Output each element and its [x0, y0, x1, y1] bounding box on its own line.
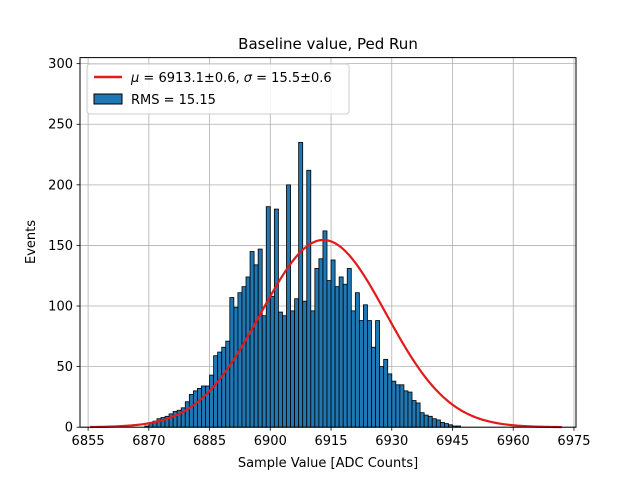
histogram-bar: [371, 346, 376, 428]
histogram-bar: [294, 298, 300, 428]
histogram-bar: [282, 315, 287, 428]
x-tick-label: 6945: [436, 434, 469, 449]
histogram-bar: [435, 419, 441, 428]
legend-mu-value: = 6913.1±0.6,: [139, 71, 243, 86]
histogram-bar: [273, 208, 279, 428]
y-axis-label: Events: [24, 220, 39, 264]
y-tick-label: 300: [48, 57, 73, 72]
histogram-bar: [399, 384, 405, 428]
histogram-bar: [188, 394, 194, 428]
y-tick-label: 250: [48, 118, 73, 133]
x-axis-label: Sample Value [ADC Counts]: [238, 456, 418, 471]
histogram-bar: [342, 283, 348, 428]
histogram-bar: [221, 346, 227, 428]
histogram-bar: [318, 258, 324, 428]
y-tick-label: 50: [56, 360, 73, 375]
histogram-bar: [245, 276, 251, 428]
histogram-bar: [257, 248, 263, 428]
legend-sigma-symbol: σ: [244, 71, 253, 86]
histogram-bar: [172, 411, 178, 428]
histogram-bar: [249, 251, 255, 428]
legend: μ = 6913.1±0.6, σ = 15.5±0.6 RMS = 15.15: [86, 63, 350, 115]
legend-sigma-value: = 15.5±0.6: [252, 71, 332, 86]
plot-frame: [79, 57, 577, 428]
x-tick-label: 6960: [497, 434, 530, 449]
histogram-bar: [354, 292, 360, 428]
histogram-bar: [383, 358, 389, 428]
histogram-bar: [286, 184, 291, 428]
histogram-bar: [213, 355, 219, 428]
histogram-bar: [326, 280, 332, 428]
histogram-bar: [367, 320, 372, 428]
histogram-bar: [411, 400, 417, 428]
histogram-bar: [265, 206, 271, 428]
histogram-bar: [431, 418, 437, 428]
histogram-bar: [241, 286, 247, 428]
y-axis-ticks: 0 50 100 150 200 250 300: [48, 57, 80, 436]
histogram-bar: [209, 374, 215, 428]
histogram-bar: [427, 415, 433, 428]
histogram-bar: [269, 295, 275, 428]
histogram-bar: [277, 311, 283, 428]
histogram-bar: [192, 390, 198, 428]
histogram-bar: [217, 351, 223, 428]
histogram-bar: [233, 306, 239, 428]
histogram-bar: [338, 276, 344, 428]
x-tick-label: 6900: [254, 434, 287, 449]
y-tick-label: 100: [48, 300, 73, 315]
chart-title: Baseline value, Ped Run: [238, 35, 418, 53]
histogram-bar: [403, 390, 409, 428]
histogram-bar: [391, 380, 397, 428]
x-tick-label: 6870: [132, 434, 165, 449]
histogram-bar: [444, 423, 449, 428]
histogram-bar: [363, 304, 368, 428]
x-tick-label: 6855: [72, 434, 105, 449]
histogram-bar: [407, 391, 413, 428]
histogram-bar: [379, 366, 385, 428]
histogram-bar: [395, 384, 401, 428]
legend-fit-label: μ = 6913.1±0.6, σ = 15.5±0.6: [130, 71, 332, 86]
histogram-bar: [415, 402, 421, 428]
histogram-bar: [253, 264, 259, 428]
histogram-bar: [375, 320, 381, 428]
histogram-bar: [358, 320, 364, 428]
histogram-bar: [322, 230, 328, 428]
y-tick-label: 150: [48, 239, 73, 254]
histogram-bar: [184, 401, 190, 428]
x-axis-ticks: 6855 6870 6885 6900 6915 6930 6945 6960 6975: [72, 427, 591, 449]
histogram-bar: [197, 388, 202, 428]
histogram-bar: [387, 373, 393, 428]
histogram-bar: [439, 421, 445, 428]
histogram-bars: [144, 142, 462, 428]
histogram-bar: [302, 300, 308, 428]
gaussian-fit-line: [90, 238, 562, 429]
x-tick-label: 6885: [193, 434, 226, 449]
histogram-bar: [201, 385, 206, 428]
y-tick-label: 200: [48, 178, 73, 193]
x-tick-label: 6915: [314, 434, 347, 449]
histogram-bar: [350, 310, 356, 428]
histogram-bar: [298, 142, 304, 428]
legend-histogram-label: RMS = 15.15: [131, 93, 216, 108]
legend-mu-symbol: μ: [130, 71, 139, 86]
x-tick-label: 6930: [375, 434, 408, 449]
histogram-bar: [310, 310, 316, 428]
histogram-bar: [225, 340, 231, 428]
x-tick-label: 6975: [557, 434, 590, 449]
y-tick-label: 0: [65, 421, 73, 436]
legend-histogram-swatch: [93, 93, 123, 105]
histogram-bar: [314, 268, 320, 428]
histogram-bar: [419, 412, 425, 428]
histogram-bar: [290, 310, 295, 428]
histogram-bar: [306, 169, 312, 428]
histogram-bar: [346, 268, 352, 428]
histogram-bar: [330, 259, 336, 428]
gaussian-fit: [90, 238, 562, 429]
histogram-bar: [423, 414, 429, 428]
legend-box: [86, 63, 350, 115]
histogram-bar: [261, 315, 267, 428]
histogram-bar: [237, 292, 243, 428]
histogram-bar: [334, 286, 340, 428]
